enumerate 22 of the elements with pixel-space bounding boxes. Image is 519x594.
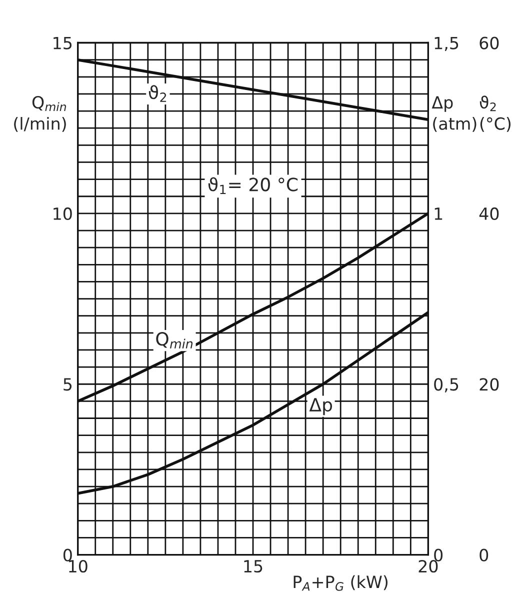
y2-tick-label: 1 — [434, 208, 442, 220]
x-tick-label: 20 — [418, 560, 438, 573]
x-axis-title: P$_{A}$+P$_{G}$ (kW) — [294, 575, 388, 591]
y2-tick-label: 0,5 — [434, 378, 458, 392]
y-tick-label: 10 — [54, 207, 72, 220]
y3-tick-label: 40 — [479, 207, 499, 220]
y3-axis-title: ϑ$_{2}$ (°C) — [480, 96, 511, 132]
series-label: ϑ$_{2}$ — [148, 85, 166, 102]
y-tick-label: 5 — [64, 378, 72, 391]
series-label: Δp — [309, 398, 332, 416]
y2-axis-title: Δp (atm) — [432, 96, 476, 132]
annotation: ϑ$_{1}$= 20 °C — [208, 177, 298, 194]
y3-tick-label: 20 — [480, 378, 499, 391]
x-tick-label: 15 — [244, 560, 262, 573]
y2-tick-label: 1,5 — [434, 36, 458, 52]
y-axis-title: Q$_{min}$ (l/min) — [14, 96, 66, 132]
y2-tick-label: 0 — [434, 548, 443, 562]
y3-tick-label: 60 — [480, 36, 499, 50]
series-label: Q$_{min}$ — [156, 332, 193, 348]
y3-tick-label: 0 — [480, 548, 488, 562]
y-tick-label: 15 — [54, 36, 72, 50]
y-tick-label: 0 — [63, 548, 72, 562]
